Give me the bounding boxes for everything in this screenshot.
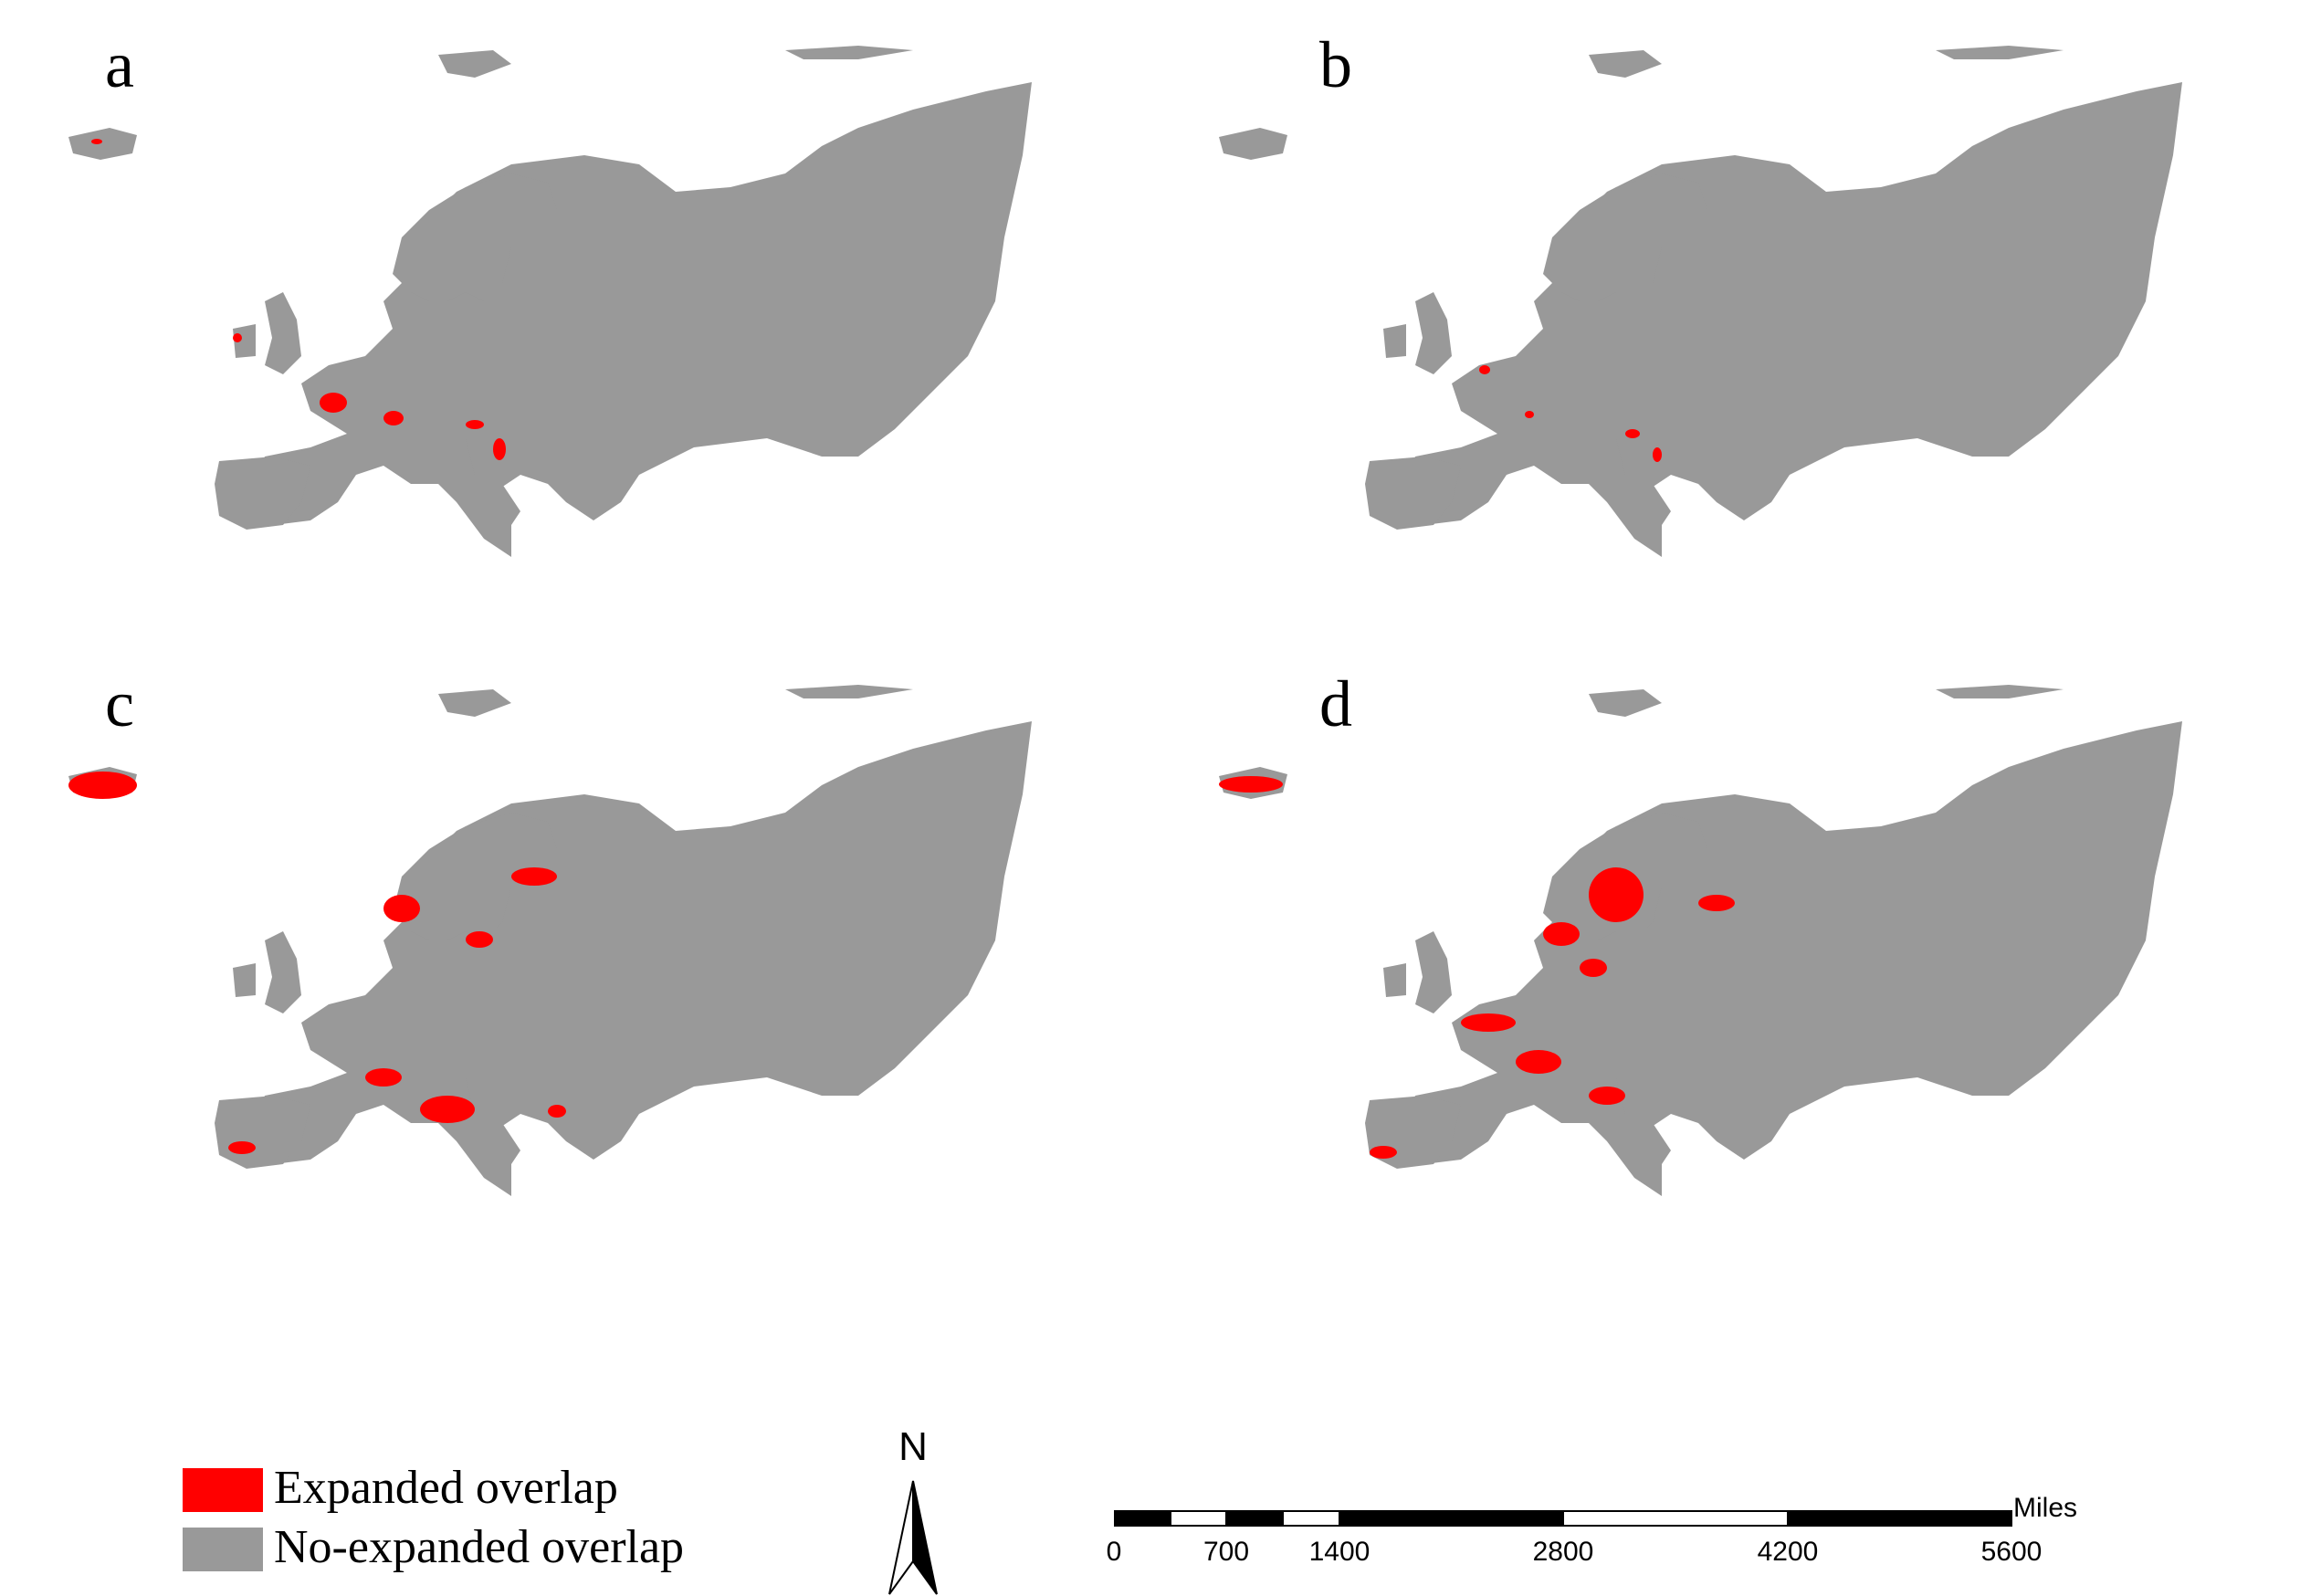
expanded-overlap-patch [91, 139, 102, 144]
land-region [466, 438, 520, 525]
expanded-overlap-patch [233, 333, 242, 342]
panel-label-c: c [105, 667, 134, 740]
expanded-overlap-patch [365, 1068, 402, 1087]
europe-map-c [68, 685, 1032, 1196]
expanded-overlap-patch [1625, 429, 1640, 438]
europe-map-a [68, 46, 1032, 557]
map-panel-a: a [37, 27, 1114, 612]
land-region [1397, 721, 2182, 1196]
land-region [233, 963, 256, 997]
land-region [785, 46, 913, 59]
expanded-overlap-patch [1580, 959, 1607, 977]
land-region [1543, 173, 1707, 301]
land-region [1589, 50, 1662, 78]
expanded-overlap-patch [493, 438, 506, 460]
land-region [785, 685, 913, 698]
scale-tick: 2800 [1532, 1537, 1594, 1567]
land-region [1219, 128, 1287, 160]
map-panel-d: d [1187, 667, 2264, 1251]
north-arrow: N [877, 1424, 950, 1596]
north-arrow-icon [888, 1480, 938, 1595]
scale-bar: Miles 0 700 1400 2800 4200 5600 [1107, 1493, 2082, 1593]
expanded-overlap-patch [1589, 1087, 1625, 1105]
panel-label-b: b [1319, 28, 1352, 101]
expanded-overlap-patch [1461, 1013, 1516, 1032]
land-region [466, 1077, 520, 1164]
expanded-overlap-patch [548, 1105, 566, 1118]
expanded-overlap-patch [466, 931, 493, 948]
europe-map-d [1219, 685, 2182, 1196]
expanded-overlap-patch [383, 895, 420, 922]
expanded-overlap-patch [1370, 1146, 1397, 1159]
land-region [1365, 457, 1461, 530]
legend-item-no-expanded: No-expanded overlap [183, 1520, 822, 1584]
expanded-overlap-patch [1698, 895, 1735, 911]
legend-label-no-expanded: No-expanded overlap [274, 1521, 685, 1573]
land-region [68, 128, 137, 160]
north-label: N [898, 1424, 928, 1469]
scale-tick: 700 [1203, 1537, 1250, 1567]
expanded-overlap-patch [1589, 867, 1644, 922]
land-region [1415, 931, 1452, 1013]
expanded-overlap-patch [420, 1096, 475, 1123]
legend-item-expanded: Expanded overlap [183, 1461, 822, 1525]
scale-bar-graphic [1114, 1510, 2012, 1527]
expanded-overlap-patch [1479, 365, 1490, 374]
land-region [1936, 685, 2064, 698]
scale-tick: 0 [1106, 1537, 1122, 1567]
land-region [215, 457, 310, 530]
scale-tick: 4200 [1757, 1537, 1819, 1567]
expanded-overlap-patch [1516, 1050, 1561, 1074]
expanded-overlap-patch [511, 867, 557, 886]
expanded-overlap-patch [1525, 411, 1534, 418]
land-region [265, 292, 301, 374]
scale-unit: Miles [2013, 1493, 2078, 1523]
land-region [233, 324, 256, 358]
expanded-overlap-patch [320, 393, 347, 413]
legend-label-expanded: Expanded overlap [274, 1462, 618, 1514]
land-region [1415, 292, 1452, 374]
land-region [1383, 324, 1406, 358]
land-region [1397, 82, 2182, 557]
land-region [1936, 46, 2064, 59]
land-region [247, 721, 1032, 1196]
land-region [1616, 1077, 1671, 1164]
scale-tick: 5600 [1980, 1537, 2043, 1567]
expanded-overlap-patch [1653, 447, 1662, 462]
expanded-overlap-patch [466, 420, 484, 429]
map-panel-b: b [1187, 27, 2264, 612]
land-region [438, 689, 511, 717]
legend-swatch-no-expanded [183, 1528, 263, 1571]
map-panel-c: c [37, 667, 1114, 1251]
expanded-overlap-patch [383, 411, 404, 425]
land-region [393, 173, 557, 301]
expanded-overlap-patch [1219, 776, 1283, 793]
legend-swatch-expanded [183, 1468, 263, 1512]
land-region [393, 813, 557, 940]
scale-tick: 1400 [1308, 1537, 1371, 1567]
land-region [247, 82, 1032, 557]
land-region [1589, 689, 1662, 717]
europe-map-b [1219, 46, 2182, 557]
panel-label-d: d [1319, 667, 1352, 740]
expanded-overlap-patch [1543, 922, 1580, 946]
expanded-overlap-patch [68, 772, 137, 799]
expanded-overlap-patch [228, 1141, 256, 1154]
land-region [1383, 963, 1406, 997]
land-region [265, 931, 301, 1013]
land-region [438, 50, 511, 78]
land-region [1616, 438, 1671, 525]
panel-label-a: a [105, 28, 134, 101]
